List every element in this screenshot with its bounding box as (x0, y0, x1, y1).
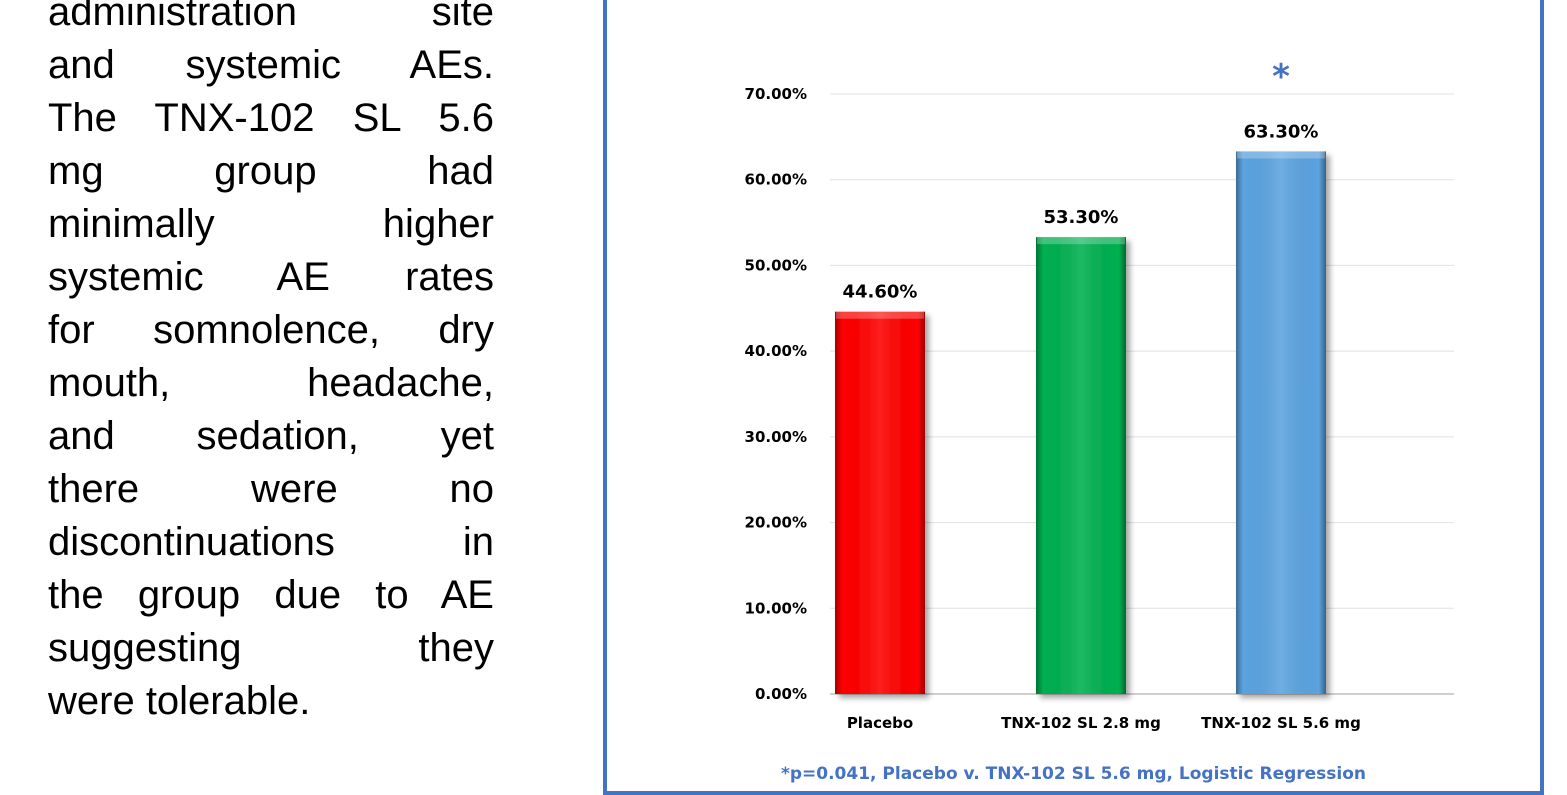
paragraph-line: were tolerable. (48, 679, 311, 723)
y-tick-label: 70.00% (745, 85, 807, 103)
y-tick-label: 50.00% (745, 256, 807, 274)
paragraph-line: and systemic AEs. (48, 43, 494, 87)
bar-group (1236, 151, 1326, 694)
paragraph-line: administration site (48, 0, 494, 34)
chart-footnote: *p=0.041, Placebo v. TNX-102 SL 5.6 mg, … (780, 764, 1367, 784)
data-label: 63.30% (1244, 121, 1319, 142)
bar-shading (835, 311, 925, 694)
bar-shading (1036, 237, 1126, 694)
y-tick-label: 10.00% (745, 599, 807, 617)
significance-asterisk: * (1272, 57, 1290, 97)
bar-group (835, 311, 925, 694)
bar-bevel (836, 311, 924, 319)
y-tick-label: 60.00% (745, 171, 807, 189)
body-paragraph: administration site and systemic AEs. The … (48, 0, 494, 728)
paragraph-line: discontinuations in (48, 520, 494, 564)
paragraph-line: mouth, headache, (48, 361, 494, 405)
paragraph-line: the group due to AE (48, 573, 494, 617)
category-label: TNX-102 SL 5.6 mg (1201, 714, 1361, 732)
y-tick-label: 40.00% (745, 342, 807, 360)
paragraph-line: for somnolence, dry (48, 308, 494, 352)
paragraph-line: and sedation, yet (48, 414, 494, 458)
bar-chart: 0.00% 10.00% 20.00% 30.00% 40.00% 50.00% 60.00… (745, 57, 1454, 732)
paragraph-line: there were no (48, 467, 494, 511)
category-label: Placebo (847, 714, 913, 732)
y-tick-label: 30.00% (745, 428, 807, 446)
data-label: 53.30% (1044, 207, 1119, 228)
paragraph-line: systemic AE rates (48, 255, 494, 299)
y-tick-label: 20.00% (745, 514, 807, 532)
paragraph-line: suggesting they (48, 626, 494, 670)
bar-shading (1236, 151, 1326, 694)
paragraph-line: The TNX-102 SL 5.6 (48, 96, 494, 140)
paragraph-line: minimally higher (48, 202, 494, 246)
data-label: 44.60% (843, 282, 918, 303)
category-label: TNX-102 SL 2.8 mg (1001, 714, 1161, 732)
bar-group (1036, 237, 1126, 694)
bar-bevel (1037, 237, 1125, 245)
bar-bevel (1237, 151, 1325, 159)
chart-panel: 0.00% 10.00% 20.00% 30.00% 40.00% 50.00% 60.00… (603, 0, 1544, 795)
y-tick-label: 0.00% (755, 685, 807, 703)
paragraph-line: mg group had (48, 149, 494, 193)
